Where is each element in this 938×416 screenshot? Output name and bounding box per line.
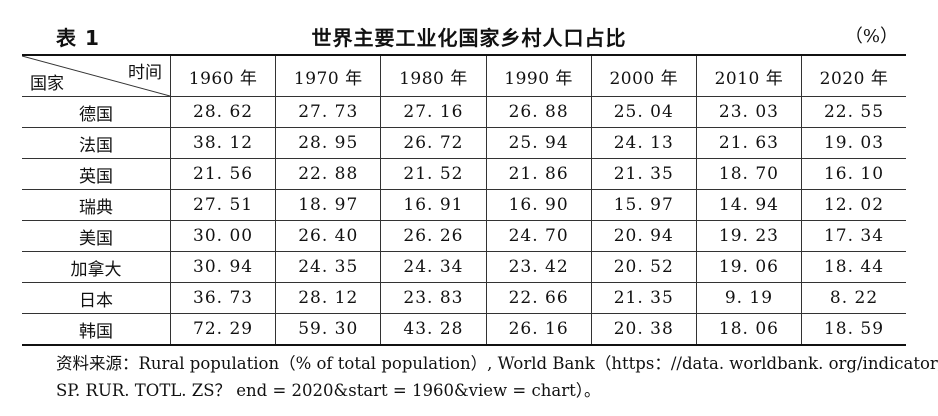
- value-cell: 22. 88: [275, 158, 382, 190]
- value-cell: 28. 62: [169, 96, 277, 128]
- value-cell: 26. 40: [275, 220, 382, 252]
- table-row: 加拿大 30. 94 24. 35 24. 34 23. 42 20. 52 1…: [22, 251, 906, 283]
- value-cell: 27. 73: [275, 96, 382, 128]
- year-header: 2010 年: [695, 54, 803, 97]
- value-cell: 22. 66: [485, 282, 592, 314]
- year-header: 1970 年: [275, 54, 382, 97]
- source-note: 资料来源：Rural population（% of total populat…: [56, 350, 938, 404]
- value-cell: 24. 13: [590, 127, 697, 159]
- value-cell: 21. 86: [485, 158, 592, 190]
- source-line-2: SP. RUR. TOTL. ZS？ end = 2020&start = 19…: [56, 381, 601, 400]
- value-cell: 28. 95: [275, 127, 382, 159]
- header-row: 时间 国家 1960 年 1970 年 1980 年 1990 年 2000 年…: [22, 54, 906, 97]
- table-title: 世界主要工业化国家乡村人口占比: [311, 26, 627, 50]
- value-cell: 18. 70: [695, 158, 803, 190]
- value-cell: 25. 04: [590, 96, 697, 128]
- value-cell: 38. 12: [169, 127, 277, 159]
- country-cell: 瑞典: [22, 189, 171, 221]
- country-cell: 加拿大: [22, 251, 171, 283]
- country-cell: 韩国: [22, 313, 171, 346]
- value-cell: 19. 06: [695, 251, 803, 283]
- table-label: 表 1: [56, 26, 100, 50]
- year-header: 1960 年: [169, 54, 277, 97]
- value-cell: 18. 44: [801, 251, 906, 283]
- diagonal-divider: [22, 56, 170, 96]
- value-cell: 19. 03: [801, 127, 906, 159]
- value-cell: 26. 26: [380, 220, 487, 252]
- value-cell: 26. 16: [485, 313, 592, 346]
- value-cell: 20. 52: [590, 251, 697, 283]
- value-cell: 16. 10: [801, 158, 906, 190]
- year-header: 1980 年: [380, 54, 487, 97]
- value-cell: 26. 88: [485, 96, 592, 128]
- value-cell: 23. 03: [695, 96, 803, 128]
- value-cell: 16. 90: [485, 189, 592, 221]
- value-cell: 9. 19: [695, 282, 803, 314]
- value-cell: 20. 38: [590, 313, 697, 346]
- year-header: 1990 年: [485, 54, 592, 97]
- table-row: 韩国 72. 29 59. 30 43. 28 26. 16 20. 38 18…: [22, 313, 906, 346]
- country-cell: 德国: [22, 96, 171, 128]
- table-row: 德国 28. 62 27. 73 27. 16 26. 88 25. 04 23…: [22, 96, 906, 128]
- value-cell: 14. 94: [695, 189, 803, 221]
- value-cell: 43. 28: [380, 313, 487, 346]
- value-cell: 21. 63: [695, 127, 803, 159]
- rural-population-table: 时间 国家 1960 年 1970 年 1980 年 1990 年 2000 年…: [22, 54, 906, 346]
- value-cell: 22. 55: [801, 96, 906, 128]
- value-cell: 24. 34: [380, 251, 487, 283]
- value-cell: 12. 02: [801, 189, 906, 221]
- value-cell: 30. 94: [169, 251, 277, 283]
- value-cell: 23. 83: [380, 282, 487, 314]
- value-cell: 18. 59: [801, 313, 906, 346]
- value-cell: 24. 35: [275, 251, 382, 283]
- year-header: 2020 年: [801, 54, 906, 97]
- table-row: 日本 36. 73 28. 12 23. 83 22. 66 21. 35 9.…: [22, 282, 906, 314]
- country-cell: 法国: [22, 127, 171, 159]
- value-cell: 21. 56: [169, 158, 277, 190]
- value-cell: 20. 94: [590, 220, 697, 252]
- value-cell: 26. 72: [380, 127, 487, 159]
- unit-label: （%）: [844, 26, 898, 47]
- table-row: 美国 30. 00 26. 40 26. 26 24. 70 20. 94 19…: [22, 220, 906, 252]
- source-line-1: 资料来源：Rural population（% of total populat…: [56, 354, 938, 373]
- value-cell: 59. 30: [275, 313, 382, 346]
- value-cell: 24. 70: [485, 220, 592, 252]
- value-cell: 21. 35: [590, 282, 697, 314]
- year-header: 2000 年: [590, 54, 697, 97]
- value-cell: 72. 29: [169, 313, 277, 346]
- value-cell: 23. 42: [485, 251, 592, 283]
- country-cell: 日本: [22, 282, 171, 314]
- value-cell: 16. 91: [380, 189, 487, 221]
- value-cell: 17. 34: [801, 220, 906, 252]
- value-cell: 36. 73: [169, 282, 277, 314]
- value-cell: 27. 16: [380, 96, 487, 128]
- value-cell: 21. 35: [590, 158, 697, 190]
- value-cell: 27. 51: [169, 189, 277, 221]
- value-cell: 30. 00: [169, 220, 277, 252]
- value-cell: 15. 97: [590, 189, 697, 221]
- value-cell: 25. 94: [485, 127, 592, 159]
- value-cell: 18. 97: [275, 189, 382, 221]
- table-row: 英国 21. 56 22. 88 21. 52 21. 86 21. 35 18…: [22, 158, 906, 190]
- value-cell: 19. 23: [695, 220, 803, 252]
- country-cell: 英国: [22, 158, 171, 190]
- value-cell: 18. 06: [695, 313, 803, 346]
- corner-country-label: 国家: [30, 74, 64, 94]
- corner-header-cell: 时间 国家: [22, 54, 171, 97]
- value-cell: 8. 22: [801, 282, 906, 314]
- table-row: 法国 38. 12 28. 95 26. 72 25. 94 24. 13 21…: [22, 127, 906, 159]
- country-cell: 美国: [22, 220, 171, 252]
- corner-time-label: 时间: [128, 63, 162, 83]
- value-cell: 21. 52: [380, 158, 487, 190]
- table-row: 瑞典 27. 51 18. 97 16. 91 16. 90 15. 97 14…: [22, 189, 906, 221]
- value-cell: 28. 12: [275, 282, 382, 314]
